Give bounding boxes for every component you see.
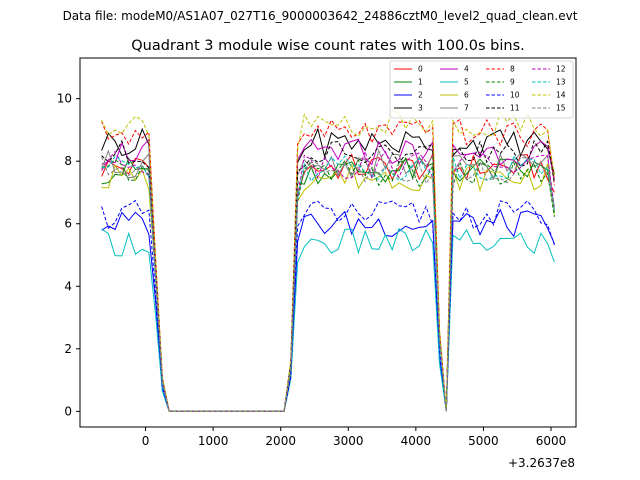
x-tick-label: 6000 bbox=[536, 434, 567, 448]
legend-label-3: 3 bbox=[418, 104, 423, 113]
y-tick-label: 10 bbox=[57, 92, 72, 106]
legend-label-4: 4 bbox=[464, 65, 469, 74]
axes-border bbox=[79, 57, 577, 428]
series-line-14 bbox=[101, 109, 555, 412]
legend-label-9: 9 bbox=[510, 78, 515, 87]
legend-label-1: 1 bbox=[418, 78, 423, 87]
axes-frame bbox=[79, 57, 577, 428]
file-caption: Data file: modeM0/AS1A07_027T16_90000036… bbox=[63, 9, 578, 23]
x-tick-label: 0 bbox=[142, 434, 150, 448]
legend-box bbox=[389, 60, 574, 119]
legend-label-7: 7 bbox=[464, 104, 469, 113]
legend-label-15: 15 bbox=[556, 104, 566, 113]
plot-lines bbox=[101, 109, 555, 412]
legend-label-11: 11 bbox=[510, 104, 520, 113]
x-tick-label: 5000 bbox=[468, 434, 499, 448]
legend-label-0: 0 bbox=[418, 65, 423, 74]
axis-ticks: 0 1000 2000 3000 4000 5000 6000 0 2 4 6 8 10 bbox=[57, 92, 567, 448]
series-line-15 bbox=[101, 156, 555, 412]
x-tick-label: 4000 bbox=[401, 434, 432, 448]
legend-label-6: 6 bbox=[464, 91, 469, 100]
legend-label-8: 8 bbox=[510, 65, 515, 74]
y-tick-label: 4 bbox=[64, 279, 72, 293]
legend-label-12: 12 bbox=[556, 65, 566, 74]
x-tick-label: 1000 bbox=[198, 434, 229, 448]
legend-label-14: 14 bbox=[556, 91, 566, 100]
x-tick-label: 3000 bbox=[333, 434, 364, 448]
series-line-10 bbox=[101, 199, 555, 412]
y-tick-label: 2 bbox=[64, 342, 72, 356]
y-tick-label: 6 bbox=[64, 217, 72, 231]
y-tick-label: 0 bbox=[64, 404, 72, 418]
legend-label-10: 10 bbox=[510, 91, 520, 100]
legend-label-13: 13 bbox=[556, 78, 566, 87]
legend-label-2: 2 bbox=[418, 91, 423, 100]
series-line-13 bbox=[101, 154, 555, 412]
y-tick-label: 8 bbox=[64, 154, 72, 168]
chart-title: Quadrant 3 module wise count rates with … bbox=[131, 38, 525, 54]
x-axis-offset-label: +3.2637e8 bbox=[508, 456, 575, 470]
legend-label-5: 5 bbox=[464, 78, 469, 87]
x-tick-label: 2000 bbox=[265, 434, 296, 448]
